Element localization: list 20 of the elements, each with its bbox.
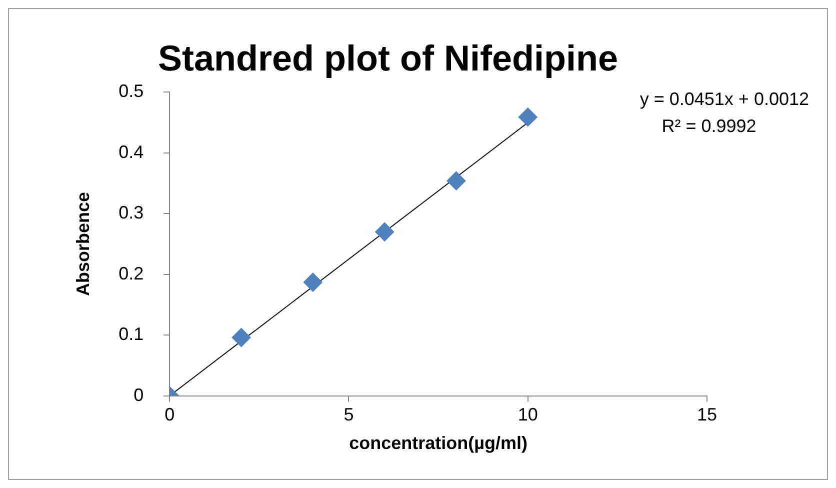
y-tick-label: 0.4 — [118, 142, 144, 162]
x-tick-label: 10 — [518, 404, 538, 425]
chart-title: Standred plot of Nifedipine — [158, 38, 618, 79]
point — [232, 328, 251, 348]
y-axis-title: Absorbence — [72, 192, 93, 296]
y-tick-label: 0.1 — [118, 324, 144, 344]
point — [303, 272, 322, 292]
x-tick-label: 15 — [696, 404, 718, 425]
y-tick-label: 0 — [134, 384, 144, 405]
annotation: y = 0.0451x + 0.0012 — [640, 88, 809, 109]
point — [446, 171, 466, 190]
point — [375, 222, 394, 242]
annotation: R² = 0.9992 — [662, 116, 756, 136]
y-tick-label: 0.3 — [118, 202, 144, 223]
y-tick-label: 0.2 — [118, 263, 144, 284]
x-tick-label: 5 — [344, 404, 354, 425]
point — [518, 108, 538, 127]
y-tick-label: 0.5 — [118, 81, 144, 102]
x-tick-label: 0 — [164, 404, 175, 425]
x-axis-title: concentration(µg/ml) — [349, 433, 528, 454]
